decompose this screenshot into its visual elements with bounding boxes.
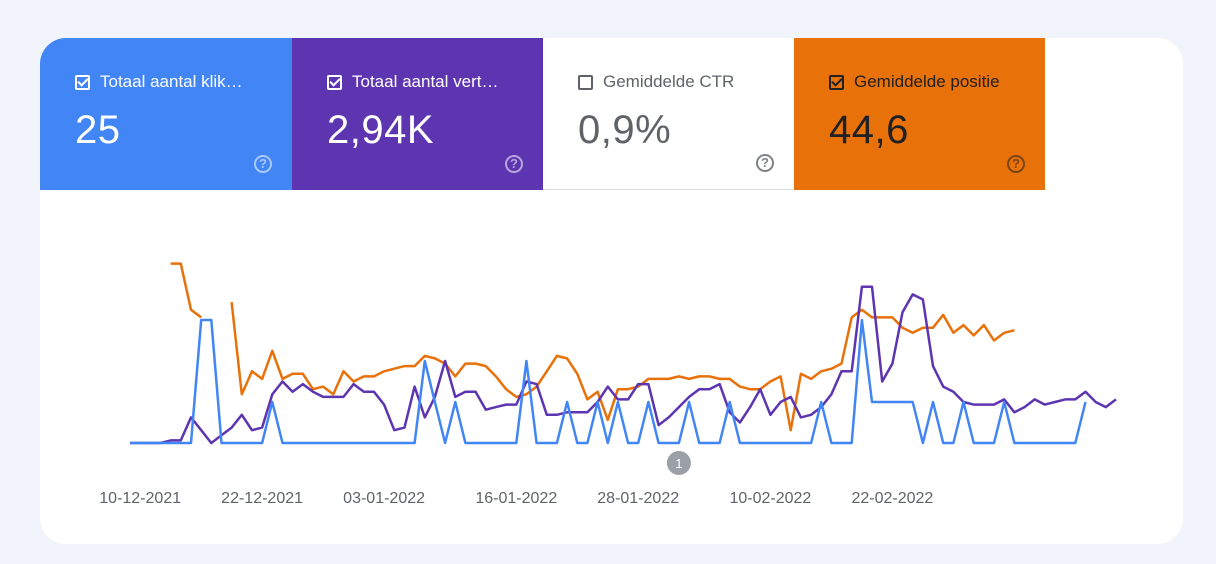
x-tick-label: 10-12-2021	[99, 490, 181, 507]
series-line-2	[230, 301, 1015, 432]
annotation-label: 1	[675, 456, 682, 471]
x-tick-label: 16-01-2022	[475, 490, 557, 507]
series-line-2	[170, 262, 202, 319]
chart-svg: 10-12-2021 22-12-2021 03-01-2022 16-01-2022…	[99, 262, 1117, 507]
help-icon[interactable]: ?	[1007, 155, 1025, 173]
metric-value: 0,9%	[578, 108, 672, 152]
series-line-1	[130, 285, 1117, 445]
checkbox-icon[interactable]	[75, 74, 90, 90]
metric-value: 44,6	[829, 108, 909, 152]
checkbox-icon[interactable]	[327, 74, 342, 90]
metric-total-clicks[interactable]: Totaal aantal klik… 25 ?	[40, 38, 292, 190]
metric-value: 2,94K	[327, 108, 435, 152]
metric-average-ctr[interactable]: Gemiddelde CTR 0,9% ?	[543, 38, 794, 190]
annotation-circle[interactable]	[666, 451, 691, 475]
metric-total-impressions[interactable]: Totaal aantal vert… 2,94K ?	[292, 38, 543, 190]
x-tick-label: 03-01-2022	[343, 490, 425, 507]
checkbox-icon[interactable]	[829, 74, 844, 90]
x-tick-label: 10-02-2022	[729, 490, 811, 507]
metric-label: Gemiddelde CTR	[603, 72, 735, 91]
help-icon[interactable]: ?	[756, 154, 774, 172]
annotation-marker[interactable]: 1	[666, 451, 691, 475]
metric-average-position[interactable]: Gemiddelde positie 44,6 ?	[794, 38, 1045, 190]
x-tick-label: 22-12-2021	[221, 490, 303, 507]
performance-card: 10-12-2021 22-12-2021 03-01-2022 16-01-2022…	[40, 38, 1183, 544]
help-icon[interactable]: ?	[254, 155, 272, 173]
metric-tabs: Totaal aantal klik… 25 ? Totaal aantal v…	[40, 38, 1045, 190]
metric-value: 25	[75, 108, 121, 152]
performance-chart: 10-12-2021 22-12-2021 03-01-2022 16-01-2022…	[40, 38, 1183, 544]
series-line-0	[130, 318, 1087, 445]
metric-label: Gemiddelde positie	[854, 72, 1000, 91]
metric-label: Totaal aantal vert…	[352, 72, 499, 91]
metric-label: Totaal aantal klik…	[100, 72, 243, 91]
x-tick-label: 28-01-2022	[597, 490, 679, 507]
x-tick-label: 22-02-2022	[851, 490, 933, 507]
help-icon[interactable]: ?	[505, 155, 523, 173]
checkbox-icon[interactable]	[578, 74, 593, 90]
